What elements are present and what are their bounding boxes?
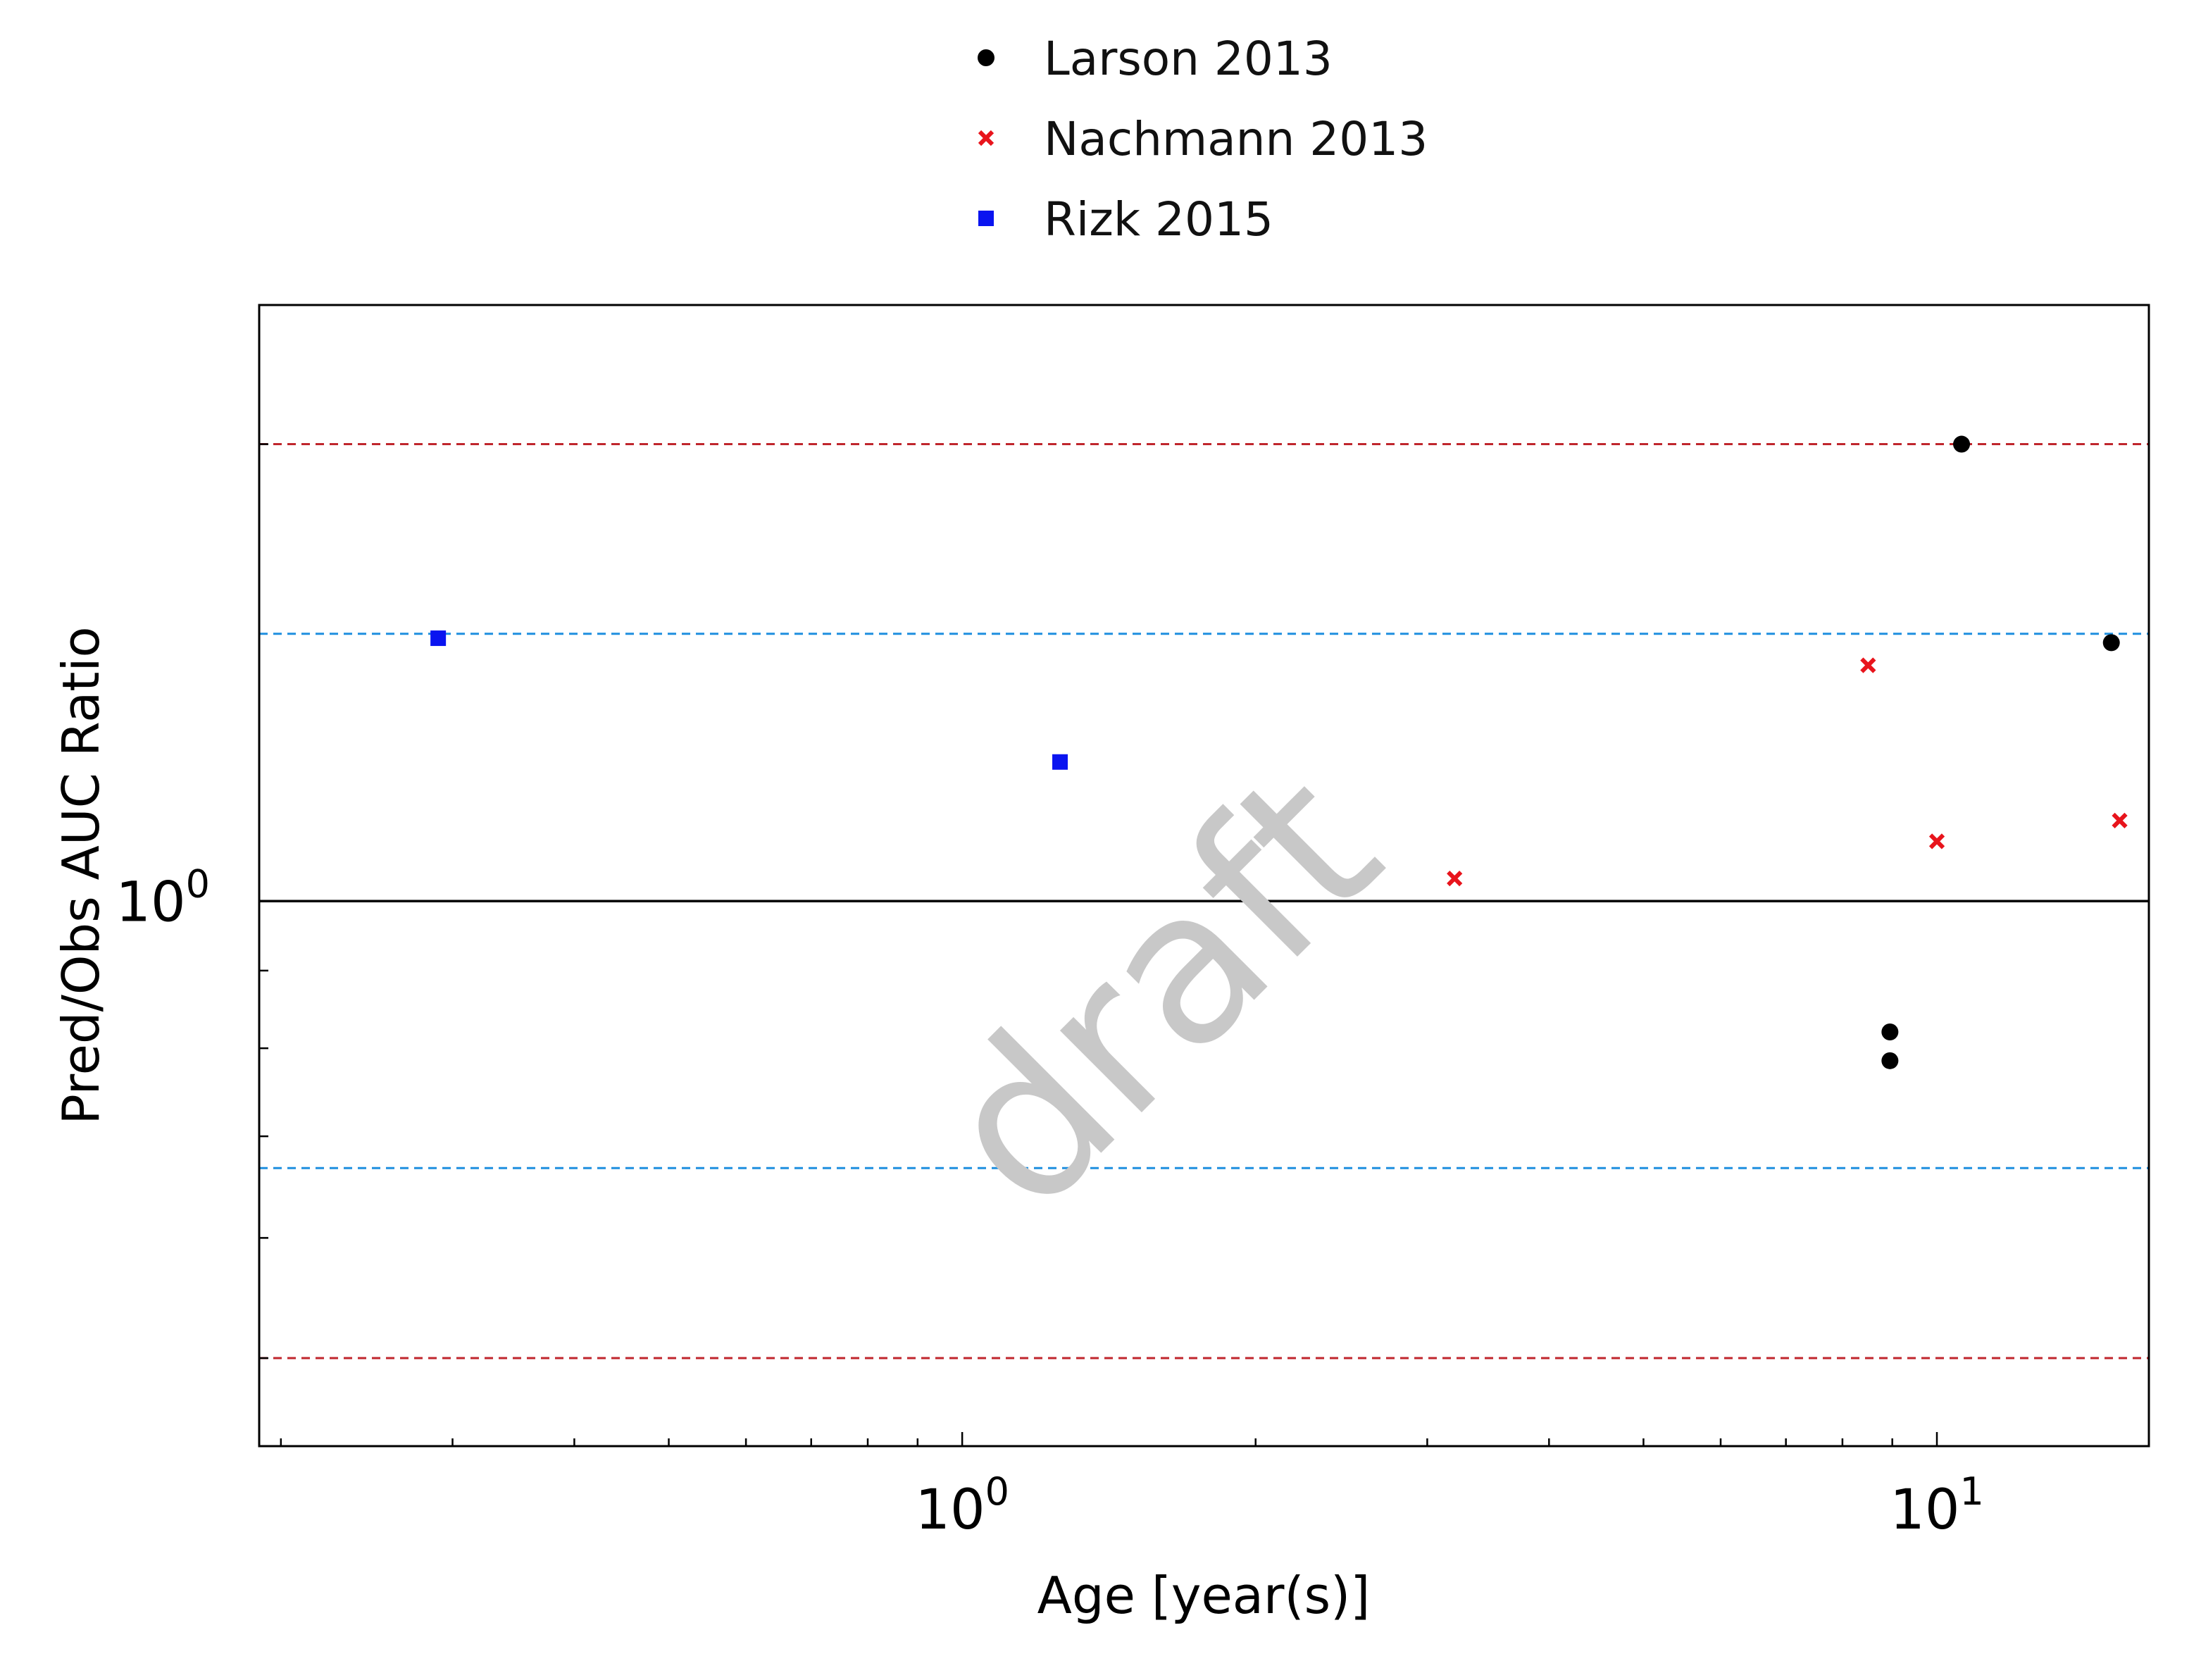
legend: Larson 2013 Nachmann 2013 Rizk 2015 — [978, 32, 1428, 247]
point-s1-1 — [1860, 657, 1876, 673]
x-tick-label-0: 100 — [915, 1469, 1009, 1542]
point-s0-2 — [1881, 1023, 1899, 1041]
y-axis-label: Pred/Obs AUC Ratio — [51, 626, 111, 1124]
legend-label-0: Larson 2013 — [1044, 32, 1333, 86]
y-tick-label-0: 100 — [116, 861, 210, 934]
legend-marker-1 — [978, 130, 994, 147]
point-s0-3 — [1881, 1052, 1899, 1069]
x-axis-label: Age [year(s)] — [1037, 1566, 1371, 1625]
point-s0-1 — [2102, 634, 2120, 652]
point-s2-0 — [430, 630, 447, 647]
reference-lines — [259, 443, 2149, 1359]
x-tick-label-1: 101 — [1890, 1469, 1984, 1542]
point-s1-0 — [1447, 870, 1463, 887]
point-s2-1 — [1052, 754, 1068, 770]
legend-marker-0 — [978, 49, 994, 66]
point-s1-3 — [2112, 812, 2128, 829]
legend-marker-2 — [978, 211, 994, 226]
data-markers — [430, 435, 2128, 1069]
draft-watermark: draft — [894, 726, 1425, 1256]
point-s0-0 — [1953, 435, 1971, 453]
point-s1-2 — [1928, 833, 1945, 850]
y-axis: 100 — [116, 443, 286, 1359]
legend-label-2: Rizk 2015 — [1044, 192, 1273, 247]
x-axis: 100 101 — [280, 1432, 1984, 1542]
legend-label-1: Nachmann 2013 — [1044, 112, 1428, 166]
plot-area-frame — [258, 304, 2150, 1448]
